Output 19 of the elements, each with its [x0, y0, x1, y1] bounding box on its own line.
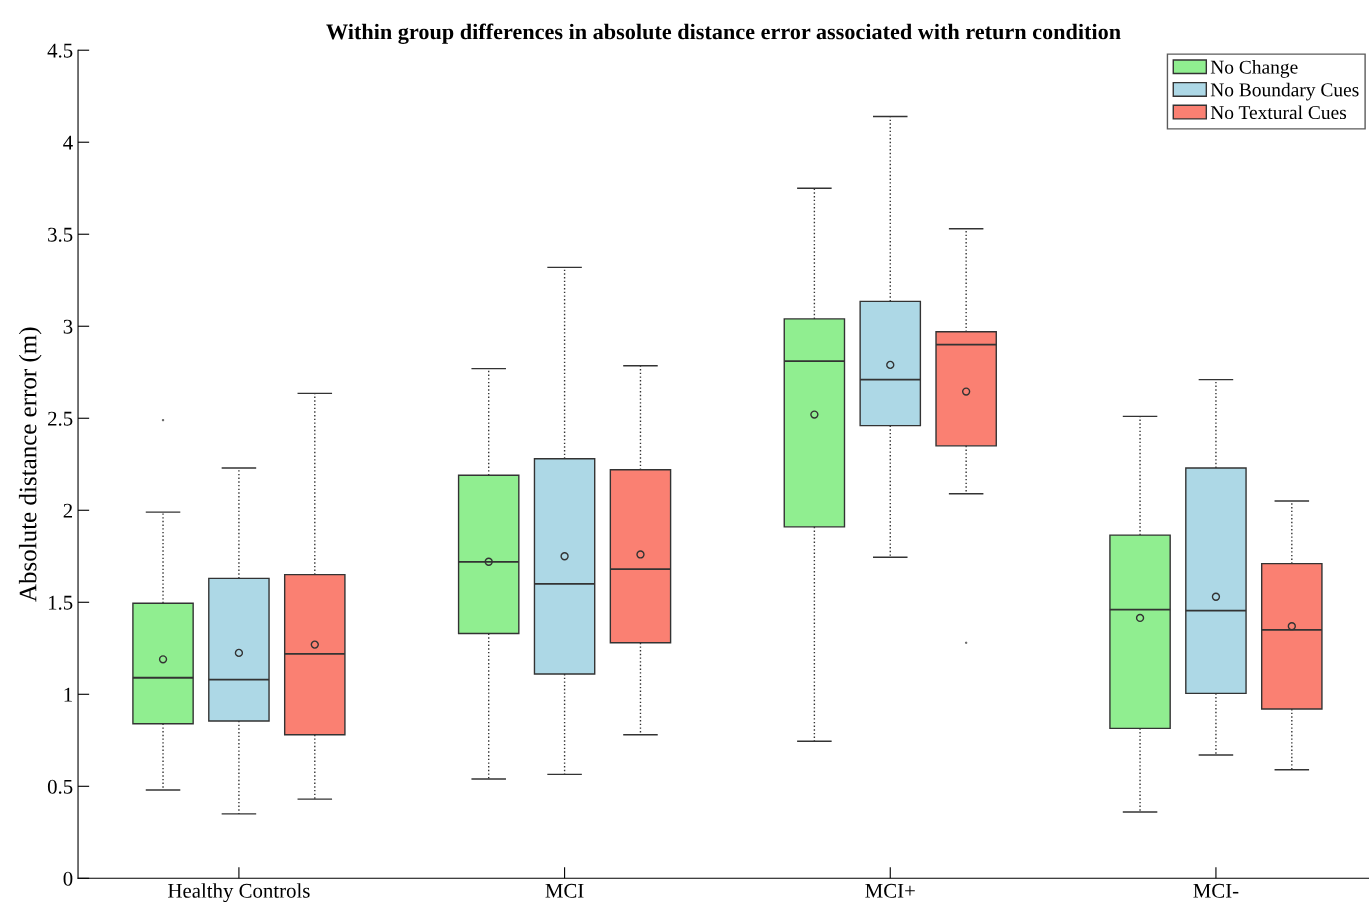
x-tick-label: Healthy Controls — [168, 883, 310, 903]
y-tick-label: 0 — [63, 871, 73, 886]
y-tick-label: 2.5 — [48, 411, 73, 426]
y-tick-label: 4.5 — [47, 43, 73, 58]
legend-label: No Boundary Cues — [1210, 82, 1359, 101]
y-tick-label: 1.5 — [48, 595, 73, 610]
y-tick-label: 2 — [63, 503, 73, 518]
x-tick-label: MCI+ — [865, 883, 915, 898]
y-tick-label: 0.5 — [47, 779, 73, 794]
legend-label: No Change — [1210, 60, 1298, 78]
y-tick-label: 3 — [63, 319, 73, 334]
x-tick-label: MCI- — [1193, 883, 1239, 898]
chart-title: Within group differences in absolute distance error associated with return condition — [326, 23, 1121, 45]
legend-label: No Textural Cues — [1210, 105, 1347, 120]
y-axis-title: Absolute distance error (m) — [18, 327, 42, 602]
y-tick-label: 3.5 — [48, 227, 73, 242]
x-tick-label: MCI — [545, 883, 584, 898]
y-tick-label: 1 — [64, 687, 72, 702]
y-tick-label: 4 — [63, 135, 73, 150]
